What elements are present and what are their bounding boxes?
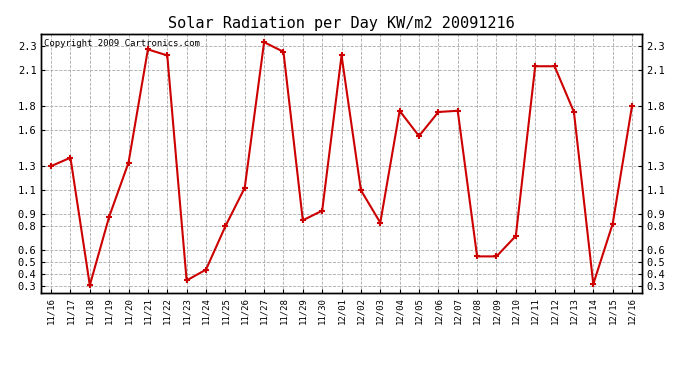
Text: Copyright 2009 Cartronics.com: Copyright 2009 Cartronics.com <box>44 39 200 48</box>
Title: Solar Radiation per Day KW/m2 20091216: Solar Radiation per Day KW/m2 20091216 <box>168 16 515 31</box>
